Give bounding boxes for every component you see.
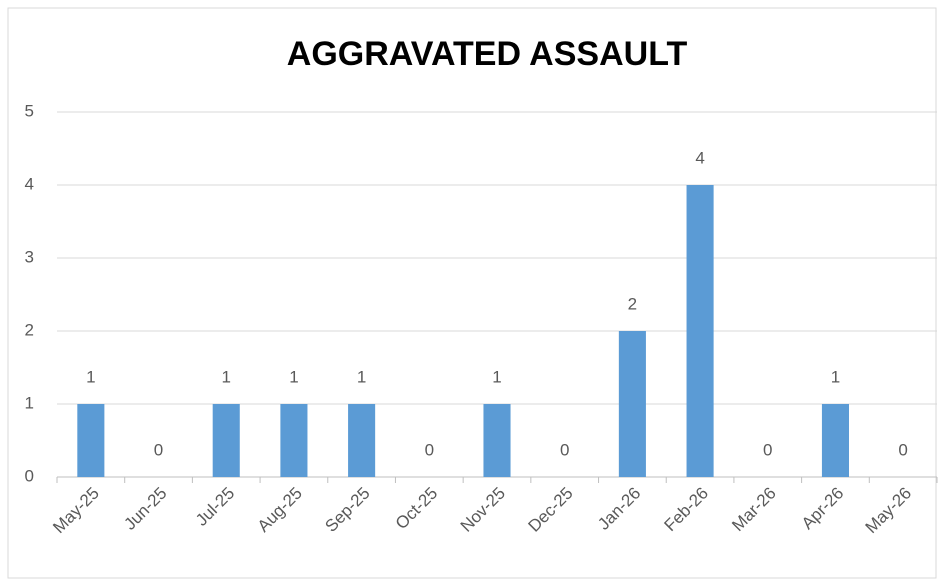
- data-label: 0: [154, 440, 163, 459]
- y-tick-label: 2: [25, 320, 34, 339]
- data-label: 1: [831, 367, 840, 386]
- bar: [280, 404, 308, 477]
- data-label: 0: [425, 440, 434, 459]
- data-label: 4: [695, 148, 704, 167]
- chart-title: AGGRAVATED ASSAULT: [287, 35, 688, 73]
- y-tick-label: 0: [25, 466, 34, 485]
- bar: [686, 185, 714, 477]
- data-label: 1: [289, 367, 298, 386]
- y-tick-label: 5: [25, 101, 34, 120]
- y-tick-label: 4: [25, 174, 34, 193]
- data-label: 1: [357, 367, 366, 386]
- data-label: 0: [560, 440, 569, 459]
- bar: [483, 404, 511, 477]
- bar: [618, 331, 646, 477]
- data-label: 2: [628, 294, 637, 313]
- y-tick-label: 1: [25, 393, 34, 412]
- chart-border: [7, 7, 937, 579]
- bar: [821, 404, 849, 477]
- data-label: 0: [763, 440, 772, 459]
- data-label: 1: [221, 367, 230, 386]
- data-label: 1: [86, 367, 95, 386]
- data-label: 0: [898, 440, 907, 459]
- y-tick-label: 3: [25, 247, 34, 266]
- bar: [212, 404, 240, 477]
- bar: [77, 404, 105, 477]
- bar: [348, 404, 376, 477]
- data-label: 1: [492, 367, 501, 386]
